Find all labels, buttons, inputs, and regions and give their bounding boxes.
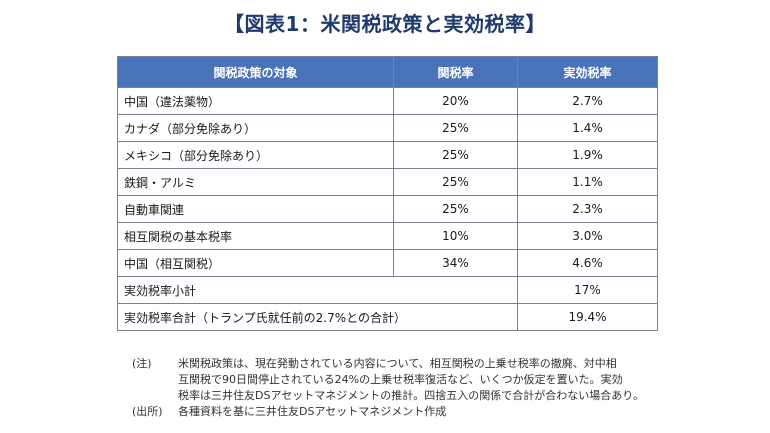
row-target: メキシコ（部分免除あり）	[117, 141, 394, 169]
table-row: 相互関税の基本税率 10% 3.0%	[117, 222, 658, 250]
total-effective-rate: 19.4%	[517, 303, 658, 331]
row-effective-rate: 1.4%	[517, 114, 658, 142]
row-effective-rate: 3.0%	[517, 222, 658, 250]
header-effective-rate: 実効税率	[517, 56, 658, 88]
row-target: 相互関税の基本税率	[117, 222, 394, 250]
row-effective-rate: 4.6%	[517, 249, 658, 277]
header-target: 関税政策の対象	[117, 56, 394, 88]
row-effective-rate: 1.9%	[517, 141, 658, 169]
total-label: 実効税率合計（トランプ氏就任前の2.7%との合計）	[117, 303, 518, 331]
row-target: 鉄鋼・アルミ	[117, 168, 394, 196]
row-tariff-rate: 25%	[393, 195, 518, 223]
row-tariff-rate: 34%	[393, 249, 518, 277]
table-header-row: 関税政策の対象 関税率 実効税率	[117, 56, 658, 88]
row-tariff-rate: 25%	[393, 114, 518, 142]
total-row: 実効税率合計（トランプ氏就任前の2.7%との合計） 19.4%	[117, 303, 658, 331]
source-text: 各種資料を基に三井住友DSアセットマネジメント作成	[178, 405, 447, 418]
table-row: 中国（違法薬物） 20% 2.7%	[117, 87, 658, 115]
row-target: 自動車関連	[117, 195, 394, 223]
note: (注) 米関税政策は、現在発動されている内容について、相互関税の上乗せ税率の撤廃…	[132, 356, 692, 404]
header-tariff-rate: 関税率	[393, 56, 518, 88]
source-note: (出所) 各種資料を基に三井住友DSアセットマネジメント作成	[132, 404, 692, 420]
table-row: カナダ（部分免除あり） 25% 1.4%	[117, 114, 658, 142]
row-tariff-rate: 20%	[393, 87, 518, 115]
row-target: 中国（相互関税）	[117, 249, 394, 277]
figure-title: 【図表1：米関税政策と実効税率】	[224, 12, 546, 36]
subtotal-effective-rate: 17%	[517, 276, 658, 304]
row-effective-rate: 2.3%	[517, 195, 658, 223]
note-label: (注)	[132, 357, 152, 370]
row-target: 中国（違法薬物）	[117, 87, 394, 115]
row-target: カナダ（部分免除あり）	[117, 114, 394, 142]
table-row: 鉄鋼・アルミ 25% 1.1%	[117, 168, 658, 196]
subtotal-label: 実効税率小計	[117, 276, 518, 304]
source-label: (出所)	[132, 405, 163, 418]
footnotes: (注) 米関税政策は、現在発動されている内容について、相互関税の上乗せ税率の撤廃…	[132, 356, 692, 420]
row-tariff-rate: 25%	[393, 141, 518, 169]
table-row: 中国（相互関税） 34% 4.6%	[117, 249, 658, 277]
row-tariff-rate: 25%	[393, 168, 518, 196]
subtotal-row: 実効税率小計 17%	[117, 276, 658, 304]
table-row: メキシコ（部分免除あり） 25% 1.9%	[117, 141, 658, 169]
table-row: 自動車関連 25% 2.3%	[117, 195, 658, 223]
note-text: 米関税政策は、現在発動されている内容について、相互関税の上乗せ税率の撤廃、対中相…	[178, 357, 645, 402]
row-effective-rate: 1.1%	[517, 168, 658, 196]
tariff-table: 関税政策の対象 関税率 実効税率 中国（違法薬物） 20% 2.7% カナダ（部…	[117, 56, 658, 331]
row-tariff-rate: 10%	[393, 222, 518, 250]
row-effective-rate: 2.7%	[517, 87, 658, 115]
